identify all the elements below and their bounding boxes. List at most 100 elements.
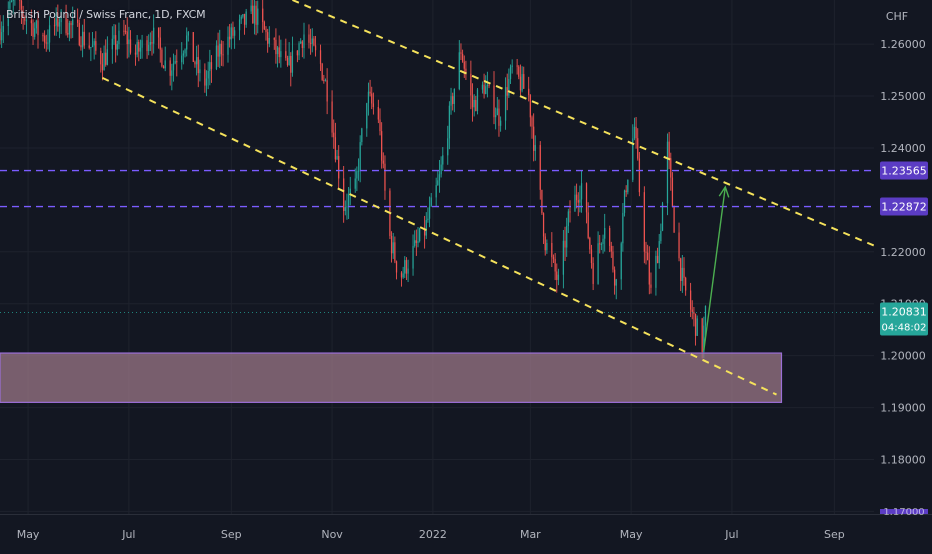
candle-down [671,177,674,207]
candle-up [227,36,229,55]
candle-up [93,41,95,46]
price-axis-panel [874,0,932,550]
candle-up [230,27,232,40]
candle-up [60,10,62,23]
grid [0,0,874,514]
candle-down [577,200,579,203]
candle-down [452,96,454,104]
candle-down [470,73,472,96]
candle-up [359,142,361,171]
candle-down [539,145,541,190]
candle-up [402,273,404,278]
candle-up [257,8,259,25]
candle-down [37,20,39,36]
candle-down [138,42,140,52]
candle-down [19,0,21,1]
candle-up [440,164,442,175]
candle-up [602,238,604,245]
candle-up [661,203,664,231]
candle-down [650,284,652,288]
candle-down [590,249,593,264]
candle-down [369,91,371,94]
candle-up [511,65,513,67]
candle-down [262,8,264,23]
candle-down [483,84,485,95]
candle-down [554,258,556,272]
bottom-price-tag-label: 1.17000 [883,507,924,518]
candle-up [473,99,475,108]
candle-up [242,14,244,17]
candle-down [53,25,56,27]
candle-down [319,50,322,64]
candle-up [481,84,484,90]
candle-up [566,226,568,248]
candle-down [285,51,287,58]
candle-down [162,66,165,69]
candle-up [233,30,236,36]
candle-down [471,95,474,108]
candle-down [400,272,403,278]
candle-up [209,62,211,71]
candle-up [361,128,363,143]
candle-down [701,318,703,352]
candle-up [419,228,421,242]
candle-up [704,305,707,326]
candle-up [580,183,583,200]
candle-up [90,46,92,48]
candle-up [113,35,115,39]
candle-down [498,108,500,126]
candle-up [34,28,36,37]
candle-down [673,206,675,233]
candle-up [149,41,151,45]
candle-up [111,38,113,50]
candle-up [442,155,444,165]
candle-down [589,237,591,250]
candle-down [683,267,685,278]
candle-up [407,268,409,274]
candle-up [182,53,185,56]
candle-up [366,103,368,129]
candle-up [268,37,270,44]
candle-down [533,126,535,151]
candle-down [585,183,588,213]
candle-down [296,50,299,56]
candle-down [609,227,611,246]
candle-up [404,260,406,274]
candle-up [349,188,351,195]
candle-down [691,309,693,312]
candle-up [597,243,599,284]
candle-up [450,96,452,106]
candle-down [625,190,627,193]
candle-up [430,197,432,207]
time-tick-label: Sep [824,528,845,541]
candle-down [123,30,125,32]
candle-up [448,105,451,139]
candle-up [428,206,431,219]
candle-up [148,44,150,52]
candle-up [164,60,166,69]
candle-down [115,35,117,50]
candle-down [243,14,246,25]
candle-down [592,263,594,284]
price-tick-label: 1.19000 [880,402,926,415]
candle-down [694,314,697,336]
candle-up [486,84,489,87]
candle-down [542,213,545,237]
candle-up [238,19,241,31]
candle-up [91,45,94,47]
candle-up [435,185,437,198]
candle-down [210,62,213,69]
candle-up [427,218,429,221]
time-axis-panel [0,514,932,550]
candle-up [412,245,414,269]
candle-down [551,243,553,258]
candle-up [521,74,523,91]
candle-up [546,243,548,251]
candle-down [415,240,417,243]
candle-up [336,156,338,160]
candle-down [523,74,525,89]
candle-up [447,138,449,156]
